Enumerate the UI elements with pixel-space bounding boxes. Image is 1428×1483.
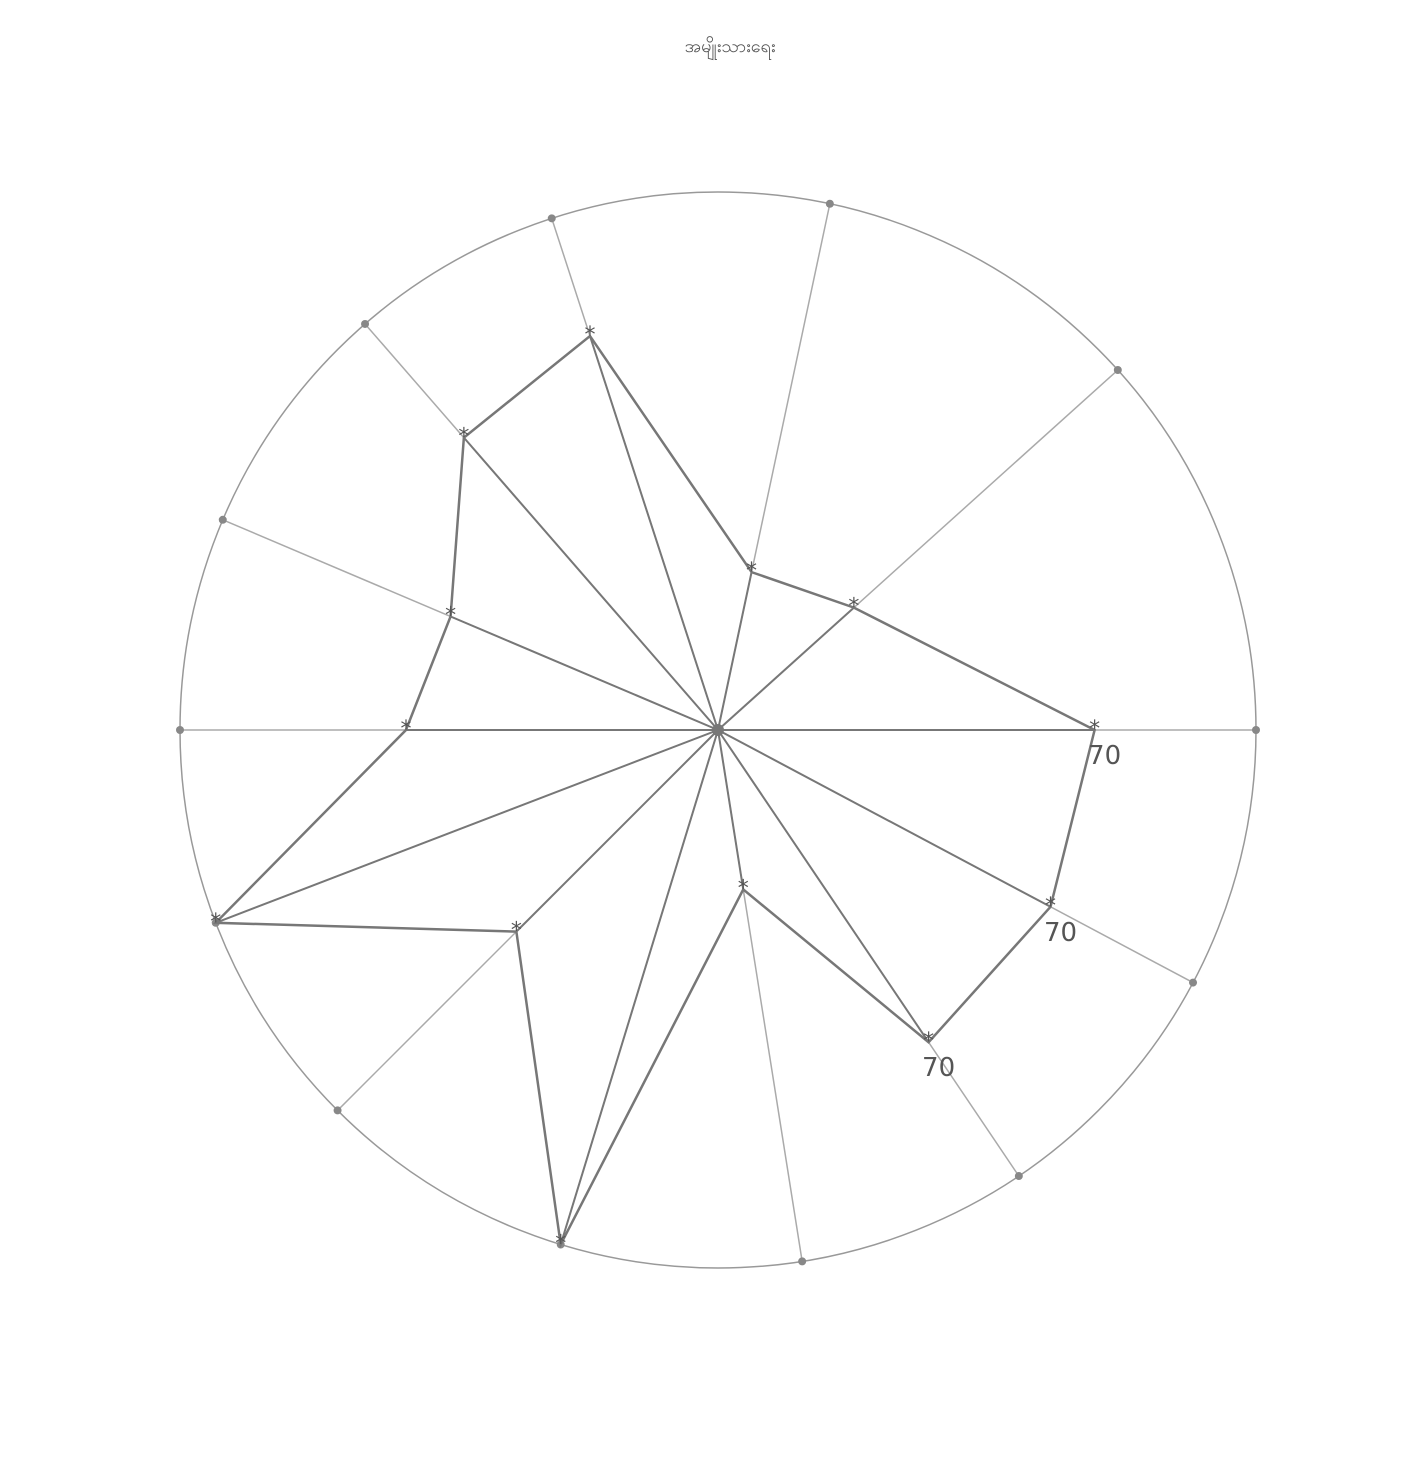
spoke-end bbox=[218, 515, 227, 524]
spoke-end bbox=[825, 199, 834, 208]
spoke-value bbox=[450, 615, 719, 731]
spoke-value bbox=[717, 729, 1051, 908]
point-mark: * bbox=[445, 603, 456, 628]
point-mark: * bbox=[210, 910, 221, 935]
spoke-end bbox=[1252, 726, 1260, 734]
spoke-value bbox=[717, 571, 753, 731]
spoke-value bbox=[717, 606, 855, 731]
spoke-end bbox=[1189, 978, 1198, 987]
spoke-end bbox=[176, 726, 184, 734]
spoke-value bbox=[559, 729, 719, 1245]
spoke-end bbox=[1014, 1172, 1023, 1181]
radar-line bbox=[212, 334, 1097, 1249]
point-mark: * bbox=[584, 323, 595, 348]
point-mark: * bbox=[848, 595, 859, 620]
spoke-end bbox=[1113, 366, 1122, 375]
point-mark: * bbox=[511, 919, 522, 944]
point-mark: * bbox=[458, 425, 469, 450]
point-mark: * bbox=[923, 1029, 934, 1054]
spoke-end bbox=[333, 1106, 342, 1115]
spoke-value bbox=[717, 729, 745, 890]
point-mark: * bbox=[1089, 717, 1100, 742]
value-label: 70 bbox=[1088, 741, 1121, 771]
spoke-value bbox=[515, 729, 719, 933]
spoke-value bbox=[589, 335, 719, 731]
value-label: 70 bbox=[922, 1053, 955, 1083]
spoke-value bbox=[717, 729, 930, 1043]
point-mark: * bbox=[738, 876, 749, 901]
spoke-end bbox=[361, 319, 370, 328]
spoke-end bbox=[547, 214, 556, 223]
spoke-end bbox=[798, 1257, 807, 1266]
spoke-value bbox=[215, 729, 719, 924]
center bbox=[712, 724, 724, 736]
value-label: 70 bbox=[1044, 918, 1077, 948]
chart-title: အမျိုးသားရေး bbox=[685, 36, 776, 60]
spoke-value bbox=[463, 436, 719, 731]
point-mark: * bbox=[555, 1231, 566, 1256]
point-mark: * bbox=[1045, 894, 1056, 919]
point-mark: * bbox=[400, 717, 411, 742]
point-mark: * bbox=[746, 559, 757, 584]
